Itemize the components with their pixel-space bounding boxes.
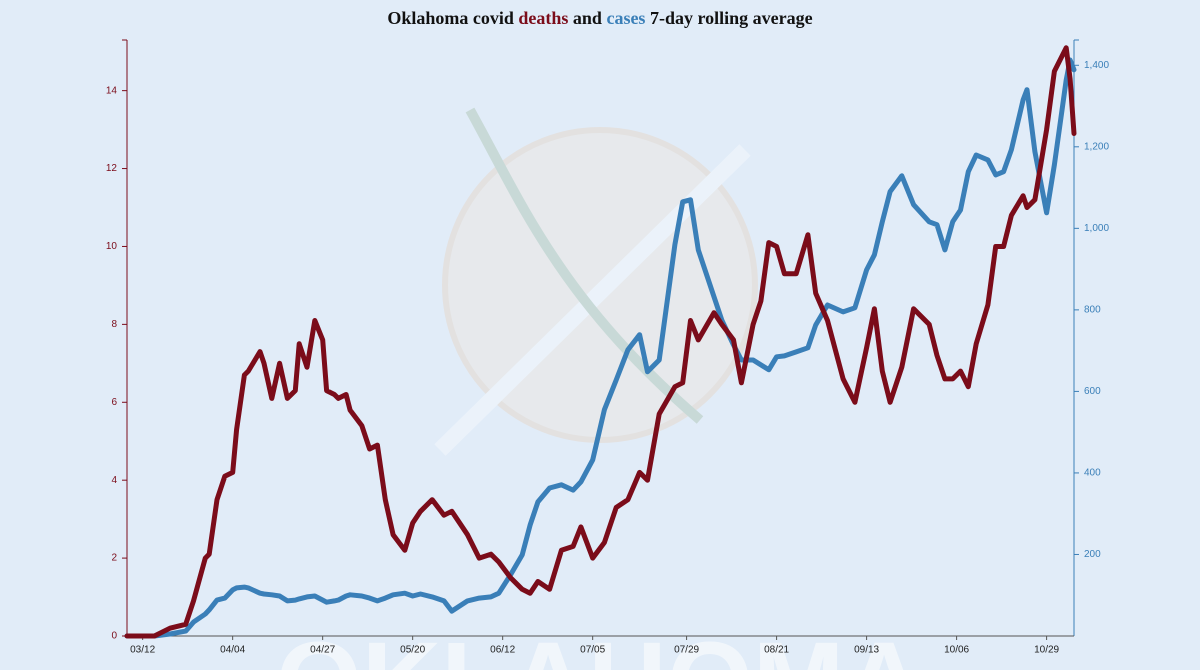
flag-emblem (434, 107, 758, 456)
y2-tick-label: 1,400 (1084, 60, 1109, 71)
watermark: OKLAHOMA (276, 620, 924, 670)
y-tick-label: 14 (106, 85, 118, 96)
title-part: deaths (518, 8, 569, 28)
x-tick-label: 06/12 (490, 645, 515, 656)
title-part: cases (606, 8, 646, 28)
y-tick-label: 10 (106, 241, 118, 252)
chart-title: Oklahoma covid deaths and cases 7-day ro… (0, 8, 1200, 29)
x-tick-label: 03/12 (130, 645, 155, 656)
y2-tick-label: 200 (1084, 549, 1101, 560)
x-tick-label: 04/27 (310, 645, 335, 656)
x-tick-label: 08/21 (764, 645, 789, 656)
x-tick-label: 07/05 (580, 645, 605, 656)
x-tick-label: 04/04 (220, 645, 245, 656)
y-tick-label: 12 (106, 163, 118, 174)
title-part: Oklahoma covid (387, 8, 514, 28)
y2-tick-label: 1,200 (1084, 141, 1109, 152)
y2-tick-label: 600 (1084, 386, 1101, 397)
y2-tick-label: 400 (1084, 468, 1101, 479)
y2-tick-label: 1,000 (1084, 223, 1109, 234)
y-tick-label: 2 (111, 553, 117, 564)
y-tick-label: 0 (111, 631, 117, 642)
x-tick-label: 05/20 (400, 645, 425, 656)
title-part: and (572, 8, 602, 28)
y-tick-label: 4 (111, 475, 117, 486)
series-line (124, 45, 1077, 639)
x-tick-label: 10/06 (944, 645, 969, 656)
title-part: 7-day rolling average (649, 8, 813, 28)
x-tick-label: 10/29 (1034, 645, 1059, 656)
x-tick-label: 09/13 (854, 645, 879, 656)
y2-tick-label: 800 (1084, 305, 1101, 316)
y-tick-label: 6 (111, 397, 117, 408)
y-tick-label: 8 (111, 319, 117, 330)
x-tick-label: 07/29 (674, 645, 699, 656)
series-line (124, 57, 1077, 639)
